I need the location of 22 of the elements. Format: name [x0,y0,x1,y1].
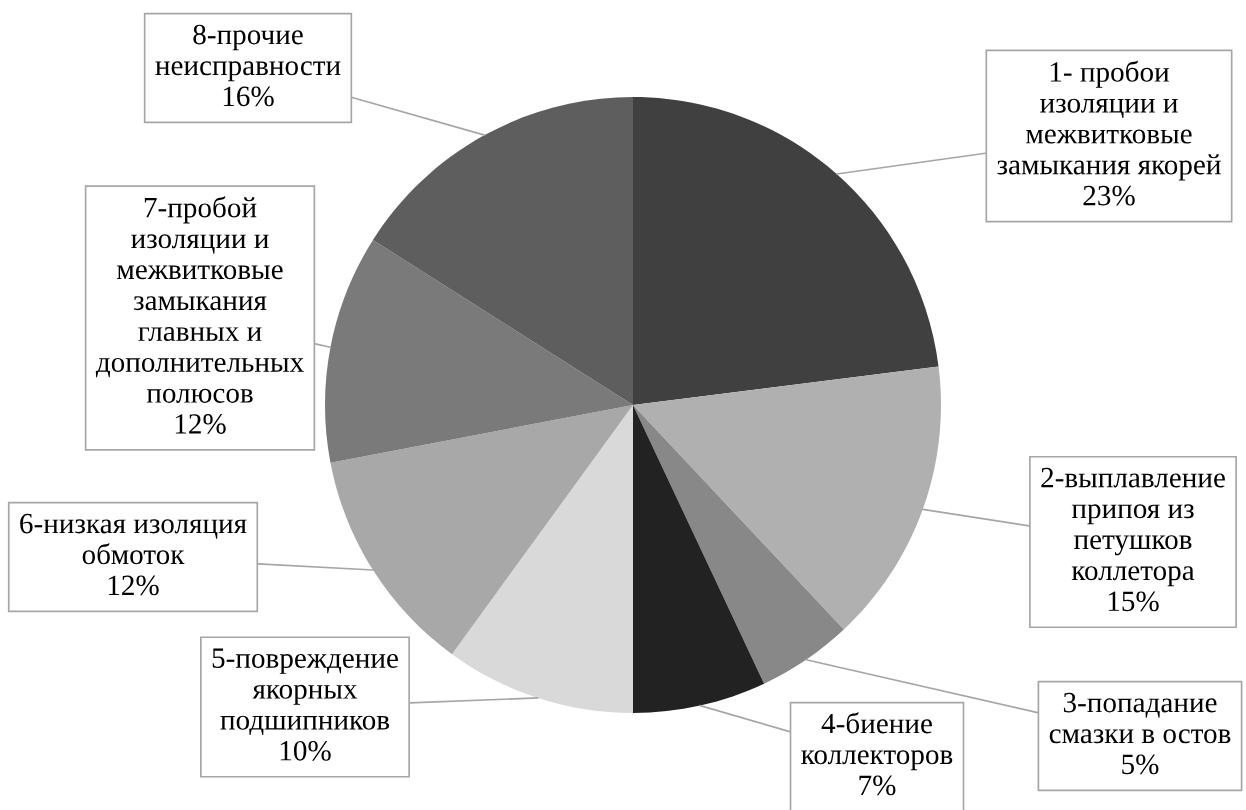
pie-slice [325,239,633,463]
pie-slice [451,405,633,713]
data-label: 16% [223,86,274,107]
slice-label: 2-выплавление припоя из петушков коллетора [1041,467,1225,587]
data-label: 5% [1122,754,1159,775]
slice-label: 7-пробой изоляции и межвитковые замыкания главных и дополнительных полюсов [95,196,304,403]
pie-slice [633,405,844,684]
data-label: 7% [859,775,896,796]
data-label: 12% [175,414,226,434]
slice-label: 4-биение коллекторов [801,712,953,771]
slice-label: 6-низкая изоляция обмоток [20,513,247,565]
data-label: 10% [280,740,331,761]
pie-slice [633,97,939,405]
data-label: 15% [1108,591,1159,612]
pie-slice [372,97,633,405]
data-label: 23% [1083,185,1135,206]
slice-label: 1- пробои изоляции и межвитковые замыкания якорей [997,60,1221,181]
slice-label: 3-попадание смазки в остов [1049,692,1231,744]
pie-slice [633,405,765,713]
slice-label: 5-повреждение якорных подшипников [212,648,398,736]
slice-label: 8-прочие неисправности [155,24,341,82]
data-label: 12% [108,575,159,596]
